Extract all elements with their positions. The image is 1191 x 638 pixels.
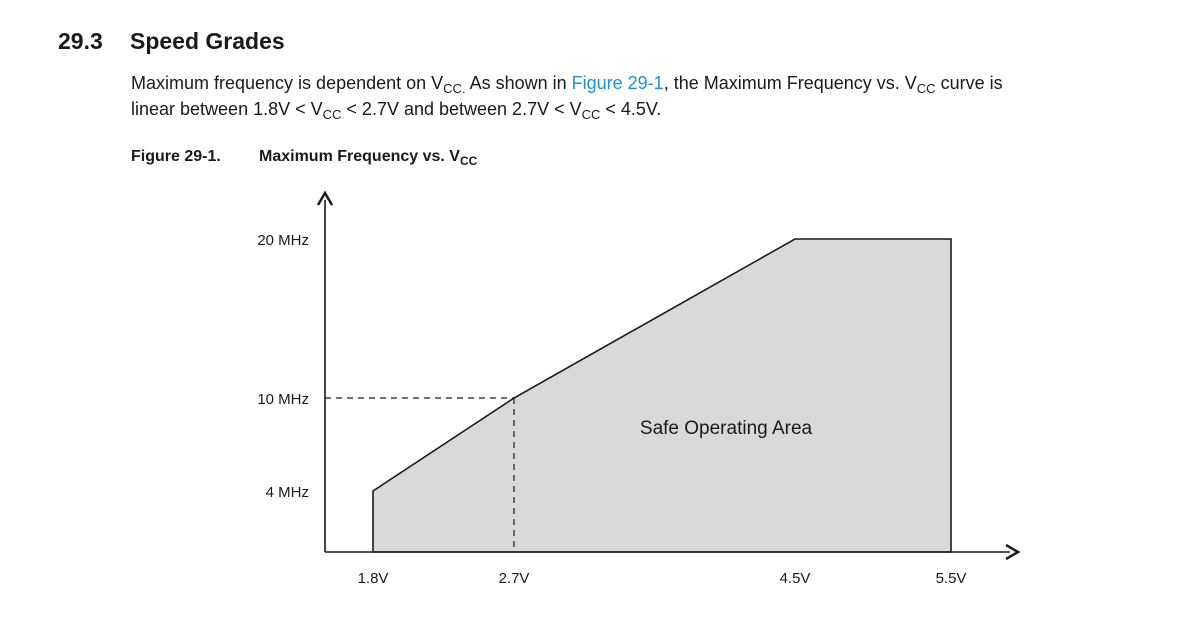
subscript: CC <box>916 81 936 96</box>
paragraph-line-2: linear between 1.8V < VCC < 2.7V and bet… <box>131 96 1151 122</box>
safe-operating-area-label: Safe Operating Area <box>640 418 813 439</box>
section-title: Speed Grades <box>130 28 285 54</box>
x-tick-label: 2.7V <box>499 570 530 587</box>
safe-operating-area-polygon <box>372 238 952 553</box>
section-heading: 29.3 Speed Grades <box>58 28 285 55</box>
text-span: linear between 1.8V < V <box>131 99 323 119</box>
text-span: < 4.5V. <box>600 99 662 119</box>
section-number: 29.3 <box>58 28 103 54</box>
subscript: CC. <box>443 81 466 96</box>
paragraph-line-1: Maximum frequency is dependent on VCC. A… <box>131 70 1151 96</box>
y-axis-arrow-icon <box>316 190 334 206</box>
y-tick-label: 20 MHz <box>257 232 309 249</box>
figure-title: Maximum Frequency vs. V <box>259 148 460 165</box>
subscript: CC <box>322 107 342 122</box>
figure-number: Figure 29-1. <box>131 148 221 165</box>
x-axis-arrow-icon <box>1005 543 1021 561</box>
x-tick-label: 1.8V <box>358 570 389 587</box>
x-tick-label: 4.5V <box>780 570 811 587</box>
figure-caption: Figure 29-1. Maximum Frequency vs. VCC <box>131 148 478 168</box>
y-tick-label: 10 MHz <box>257 391 309 408</box>
text-span: , the Maximum Frequency vs. V <box>663 73 917 93</box>
x-tick-label: 5.5V <box>936 570 967 587</box>
subscript: CC <box>581 107 601 122</box>
text-span: Maximum frequency is dependent on V <box>131 73 444 93</box>
text-span: curve is <box>935 73 1003 93</box>
text-span: < 2.7V and between 2.7V < V <box>341 99 582 119</box>
section-paragraph: Maximum frequency is dependent on VCC. A… <box>131 70 1151 122</box>
figure-title-subscript: CC <box>459 154 478 168</box>
text-span: As shown in <box>465 73 572 93</box>
y-tick-label: 4 MHz <box>266 484 309 501</box>
figure-link[interactable]: Figure 29-1 <box>571 73 664 93</box>
